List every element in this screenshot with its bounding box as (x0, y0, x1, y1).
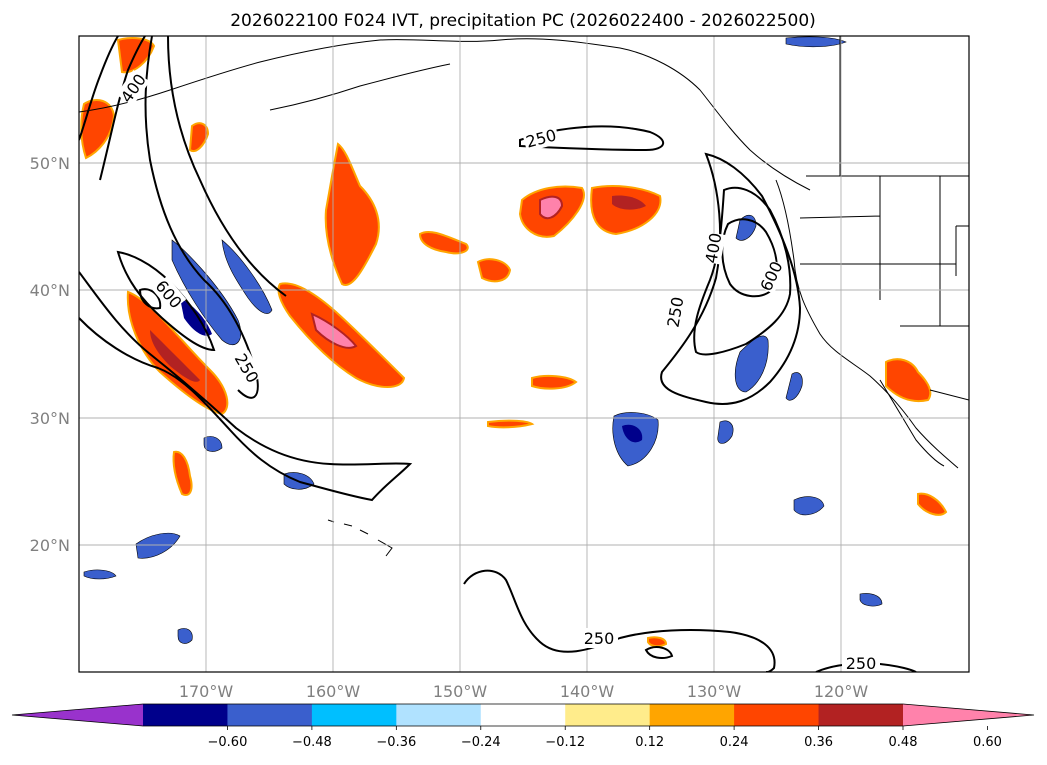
baja-peninsula (879, 379, 945, 467)
state-borders (799, 36, 969, 401)
colorbar-tick-label: −0.12 (545, 735, 585, 750)
negative-pc-region (859, 593, 883, 607)
colorbar-tick-label: 0.12 (635, 735, 664, 750)
colorbar-tick-label: 0.48 (889, 735, 918, 750)
negative-pc-region (785, 36, 847, 48)
positive-pc-region (885, 358, 932, 402)
lon-label: 150°W (433, 682, 488, 701)
lon-label: 130°W (687, 682, 742, 701)
colorbar-tick-label: −0.60 (208, 735, 248, 750)
lon-label: 170°W (179, 682, 234, 701)
na-west-coast (775, 179, 959, 469)
negative-pc-region (221, 239, 273, 314)
colorbar: −0.60 −0.48 −0.36 −0.24 −0.12 0.12 0.24 0.36 0.4… (11, 703, 1035, 750)
lat-label: 40°N (30, 281, 70, 300)
map-background (79, 36, 969, 672)
map-panel: 400 250 600 250 400 250 600 250 250 (78, 35, 970, 673)
ivt-contour-250-north (519, 125, 664, 152)
colorbar-extend-max (903, 704, 1034, 726)
positive-pc-region (647, 636, 668, 648)
positive-pc-region (531, 374, 578, 390)
colorbar-outline (11, 703, 1035, 727)
map-frame (78, 35, 970, 673)
positive-pc-region (418, 230, 469, 255)
positive-pc-core (310, 312, 358, 349)
lon-label: 140°W (560, 682, 615, 701)
latitude-labels: 50°N 40°N 30°N 20°N (30, 154, 70, 555)
lat-label: 30°N (30, 409, 70, 428)
alaska-coast (79, 38, 811, 191)
figure-title: 2026022100 F024 IVT, precipitation PC (2… (230, 11, 816, 31)
ivt-contour-250-west (79, 271, 413, 502)
negative-pc-region (83, 569, 117, 580)
aleutian-islands (269, 63, 451, 111)
lon-label: 160°W (306, 682, 361, 701)
positive-pc-region (116, 37, 156, 74)
colorbar-tick-label: 0.24 (720, 735, 749, 750)
precip-shading (80, 36, 948, 648)
ivt-contours (79, 36, 917, 672)
colorbar-bin (565, 704, 651, 726)
colorbar-bin (227, 704, 313, 726)
longitude-labels: 170°W 160°W 150°W 140°W 130°W 120°W (179, 682, 869, 701)
positive-pc-region (487, 419, 535, 429)
colorbar-bin (649, 704, 735, 726)
positive-pc-region (917, 492, 948, 516)
lat-label: 20°N (30, 536, 70, 555)
positive-pc-core (612, 195, 646, 210)
negative-pc-region (793, 496, 825, 516)
lat-label: 50°N (30, 154, 70, 173)
ivt-label: 250 (584, 629, 615, 648)
colorbar-bin (143, 704, 228, 726)
positive-pc-region (476, 258, 512, 283)
colorbar-bin (734, 704, 820, 726)
lon-label: 120°W (814, 682, 869, 701)
negative-pc-region (135, 532, 181, 559)
ivt-label: 250 (846, 654, 877, 673)
positive-pc-core (150, 330, 200, 382)
negative-pc-region (177, 628, 193, 644)
ivt-contour-outer-west (79, 36, 287, 297)
colorbar-tick-label: 0.60 (973, 735, 1002, 750)
negative-pc-region (203, 436, 223, 452)
ivt-contour-small (644, 646, 674, 659)
colorbar-tick-label: 0.36 (804, 735, 833, 750)
colorbar-bin (818, 704, 904, 726)
hawaii (327, 519, 393, 557)
negative-pc-core (622, 424, 643, 443)
colorbar-tick-label: −0.24 (461, 735, 501, 750)
colorbar-bin (480, 704, 566, 726)
ivt-contour-400-east (693, 186, 792, 356)
negative-pc-region (785, 372, 803, 401)
positive-pc-region (324, 142, 380, 286)
positive-pc-core (539, 195, 564, 220)
positive-pc-region (172, 450, 193, 496)
colorbar-extend-min (12, 704, 143, 726)
colorbar-tick-label: −0.48 (292, 735, 332, 750)
coastlines (79, 36, 969, 557)
positive-pc-region (590, 185, 662, 236)
positive-pc-region (188, 122, 210, 152)
colorbar-bin (396, 704, 482, 726)
colorbar-bin (311, 704, 397, 726)
ivt-contour-600-inner (138, 288, 162, 310)
ivt-contour-250-south (463, 569, 776, 672)
negative-pc-region (717, 420, 734, 444)
colorbar-tick-label: −0.36 (376, 735, 416, 750)
